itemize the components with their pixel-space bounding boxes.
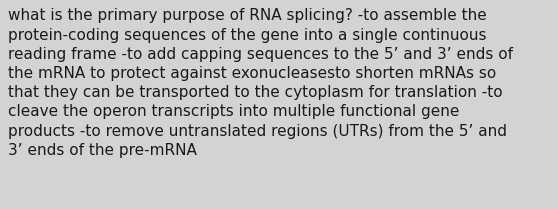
Text: what is the primary purpose of RNA splicing? -to assemble the
protein-coding seq: what is the primary purpose of RNA splic… (8, 8, 513, 158)
